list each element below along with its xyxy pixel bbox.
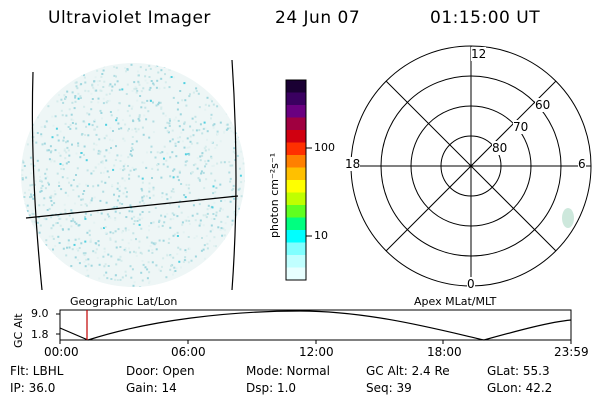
timeline-xlabel-3: 18:00 [427,345,462,359]
mlt-label-0: 0 [467,277,475,291]
color-bar-band [286,167,306,181]
gc-alt-info: GC Alt: 2.4 Re [366,364,450,378]
color-bar-label-100: 100 [314,141,335,154]
filter-info: Flt: LBHL [10,364,64,378]
lat-label-70: 70 [513,120,529,134]
polar-diagonal-2 [385,80,557,252]
color-bar-band [286,80,306,93]
door-info: Door: Open [126,364,195,378]
timeline-xlabel-1: 06:00 [171,345,206,359]
color-bar-band [286,267,306,281]
color-bar [285,79,312,281]
timeline-ylabel-9: 9.0 [31,307,49,320]
timeline-plot [56,309,572,344]
timeline-ylabel-1.8: 1.8 [31,328,49,341]
mlt-label-6: 6 [578,157,586,171]
mlt-label-18: 18 [345,157,361,171]
timeline-frame [59,309,572,341]
apex-label: Apex MLat/MLT [414,295,497,308]
image-disk [21,63,245,287]
gain-info: Gain: 14 [126,381,177,395]
instrument-title: Ultraviolet Imager [48,8,211,28]
mode-info: Mode: Normal [246,364,330,378]
dsp-info: Dsp: 1.0 [246,381,297,395]
geographic-image [21,59,245,291]
color-bar-band [286,105,306,118]
color-bar-unit-label: photon cm⁻²s⁻¹ [268,152,281,238]
timeline-xlabel-4: 23:59 [554,345,589,359]
color-bar-band [286,142,306,156]
time-label: 01:15:00 UT [430,8,541,28]
polar-image-patch [562,208,574,228]
glon-info: GLon: 42.2 [487,381,553,395]
glat-info: GLat: 55.3 [487,364,550,378]
gc-alt-axis-label: GC Alt [12,313,25,348]
color-bar-band [286,192,306,206]
color-bar-band [286,92,306,106]
color-bar-band [286,230,306,243]
color-bar-band [286,117,306,131]
color-bar-band [286,205,306,218]
color-bar-band [286,180,306,193]
mlt-label-12: 12 [471,47,487,61]
color-bar-band [286,255,306,268]
color-bar-band [286,217,306,231]
lat-label-80: 80 [492,141,508,155]
seq-info: Seq: 39 [366,381,412,395]
latitude-line [25,195,239,219]
longitude-line-left [31,71,43,291]
timeline-xlabel-0: 00:00 [44,345,79,359]
date-label: 24 Jun 07 [275,8,361,28]
color-bar-frame [285,79,307,281]
altitude-curve [59,310,572,341]
ip-info: IP: 36.0 [10,381,56,395]
color-bar-band [286,242,306,256]
polar-plot [350,45,592,287]
color-bar-band [286,130,306,143]
lat-label-60: 60 [535,98,551,112]
color-bar-label-10: 10 [314,229,328,242]
timeline-xlabel-2: 12:00 [299,345,334,359]
color-bar-band [286,155,306,168]
geographic-label: Geographic Lat/Lon [70,295,178,308]
longitude-line-right [231,59,237,291]
